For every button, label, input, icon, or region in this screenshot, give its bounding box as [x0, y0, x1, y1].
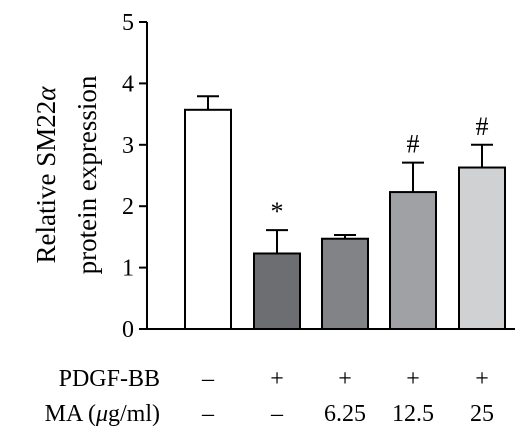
significance-marker: #	[476, 112, 489, 141]
condition-value: 25	[470, 401, 494, 427]
y-axis-title-line-1: Relative SM22α	[31, 86, 61, 264]
condition-label-pdgf-bb: PDGF-BB	[59, 366, 160, 392]
condition-value: –	[201, 366, 215, 392]
condition-value: +	[475, 366, 489, 392]
y-tick-label: 0	[122, 317, 134, 343]
bar	[389, 191, 437, 330]
bar	[458, 166, 506, 330]
y-tick-label: 3	[122, 133, 134, 159]
condition-table: PDGF-BB MA (μg/ml) – + + + + – – 6.25 12.5 25	[45, 366, 494, 427]
y-axis-title: Relative SM22α protein expression	[31, 75, 102, 274]
y-tick-label: 2	[122, 194, 134, 220]
condition-value: +	[338, 366, 352, 392]
condition-value: –	[270, 401, 284, 427]
y-axis: 0 1 2 3 4 5	[122, 10, 515, 343]
condition-value: 12.5	[392, 401, 434, 427]
y-tick-label: 5	[122, 10, 134, 36]
condition-value: +	[270, 366, 284, 392]
y-axis-title-line-2: protein expression	[72, 75, 102, 274]
bar	[321, 237, 369, 331]
condition-value: 6.25	[324, 401, 366, 427]
bar	[253, 252, 301, 330]
y-tick-label: 1	[122, 256, 134, 282]
condition-value: +	[406, 366, 420, 392]
condition-label-ma: MA (μg/ml)	[45, 401, 160, 427]
condition-value: –	[201, 401, 215, 427]
significance-marker: #	[407, 130, 420, 159]
significance-marker: *	[271, 197, 284, 226]
y-tick-label: 4	[122, 71, 134, 97]
bars: * # #	[184, 95, 506, 331]
bar	[184, 108, 232, 330]
